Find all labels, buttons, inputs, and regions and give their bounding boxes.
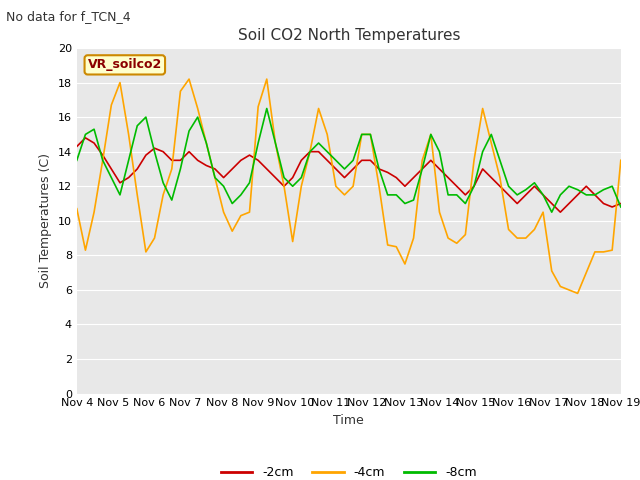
Text: No data for f_TCN_4: No data for f_TCN_4 (6, 10, 131, 23)
Y-axis label: Soil Temperatures (C): Soil Temperatures (C) (39, 153, 52, 288)
Text: VR_soilco2: VR_soilco2 (88, 59, 162, 72)
X-axis label: Time: Time (333, 414, 364, 427)
Legend: -2cm, -4cm, -8cm: -2cm, -4cm, -8cm (216, 461, 482, 480)
Title: Soil CO2 North Temperatures: Soil CO2 North Temperatures (237, 28, 460, 43)
